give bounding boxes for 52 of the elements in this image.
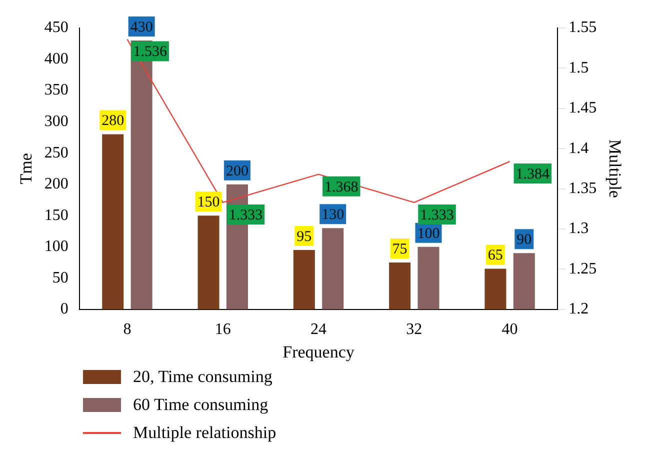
y-axis-title: Tme xyxy=(16,153,36,184)
legend-label: 20, Time consuming xyxy=(133,367,272,387)
y-tick-label: 450 xyxy=(44,19,68,36)
x-tick-label: 16 xyxy=(214,321,231,338)
y-tick-label: 400 xyxy=(44,50,68,68)
x-axis-title: Frequency xyxy=(282,342,355,362)
x-tick-label: 32 xyxy=(406,321,422,338)
y-tick-label: 350 xyxy=(44,82,68,99)
bar xyxy=(389,262,411,310)
y2-tick-label: 1.2 xyxy=(568,300,589,318)
y-tick-label: 150 xyxy=(44,206,68,224)
y-tick-label: 100 xyxy=(44,238,68,256)
y2-tick-label: 1.45 xyxy=(568,100,597,117)
y2-axis-title: Multiple xyxy=(605,139,624,198)
bar xyxy=(418,246,440,310)
y2-tick-label: 1.4 xyxy=(568,140,589,157)
y2-tick-label: 1.3 xyxy=(568,220,589,238)
data-label: 1.536 xyxy=(133,44,168,60)
data-label: 280 xyxy=(102,113,124,130)
legend-label: 60 Time consuming xyxy=(133,395,268,415)
y-tick-label: 300 xyxy=(44,113,68,130)
bar xyxy=(322,228,344,310)
y2-tick-label: 1.5 xyxy=(568,59,589,76)
y2-tick-label: 1.25 xyxy=(568,260,597,278)
bar xyxy=(513,253,535,310)
legend-label: Multiple relationship xyxy=(133,423,276,443)
bar xyxy=(102,134,124,310)
data-label: 75 xyxy=(392,241,408,258)
data-label: 95 xyxy=(296,228,312,245)
y-tick-label: 50 xyxy=(52,269,68,286)
data-label: 65 xyxy=(488,248,503,264)
data-label: 430 xyxy=(130,19,153,36)
x-tick-label: 24 xyxy=(310,321,326,338)
y-tick-label: 0 xyxy=(60,300,68,318)
data-label: 150 xyxy=(197,194,220,211)
bar xyxy=(198,216,220,310)
data-label: 100 xyxy=(417,226,440,242)
bar xyxy=(293,250,315,310)
x-tick-label: 40 xyxy=(502,321,518,338)
data-label: 1.368 xyxy=(324,179,358,196)
y-tick-label: 250 xyxy=(44,144,68,162)
data-label: 130 xyxy=(322,207,344,224)
bar xyxy=(484,268,506,310)
y2-tick-label: 1.55 xyxy=(568,19,597,36)
y-tick-label: 200 xyxy=(44,176,68,193)
data-label: 1.333 xyxy=(420,207,454,224)
data-label: 1.333 xyxy=(228,207,263,224)
y2-tick-label: 1.35 xyxy=(568,180,597,198)
data-label: 200 xyxy=(226,163,248,180)
data-label: 90 xyxy=(516,232,532,248)
x-tick-label: 8 xyxy=(123,321,132,338)
data-label: 1.384 xyxy=(516,166,550,182)
